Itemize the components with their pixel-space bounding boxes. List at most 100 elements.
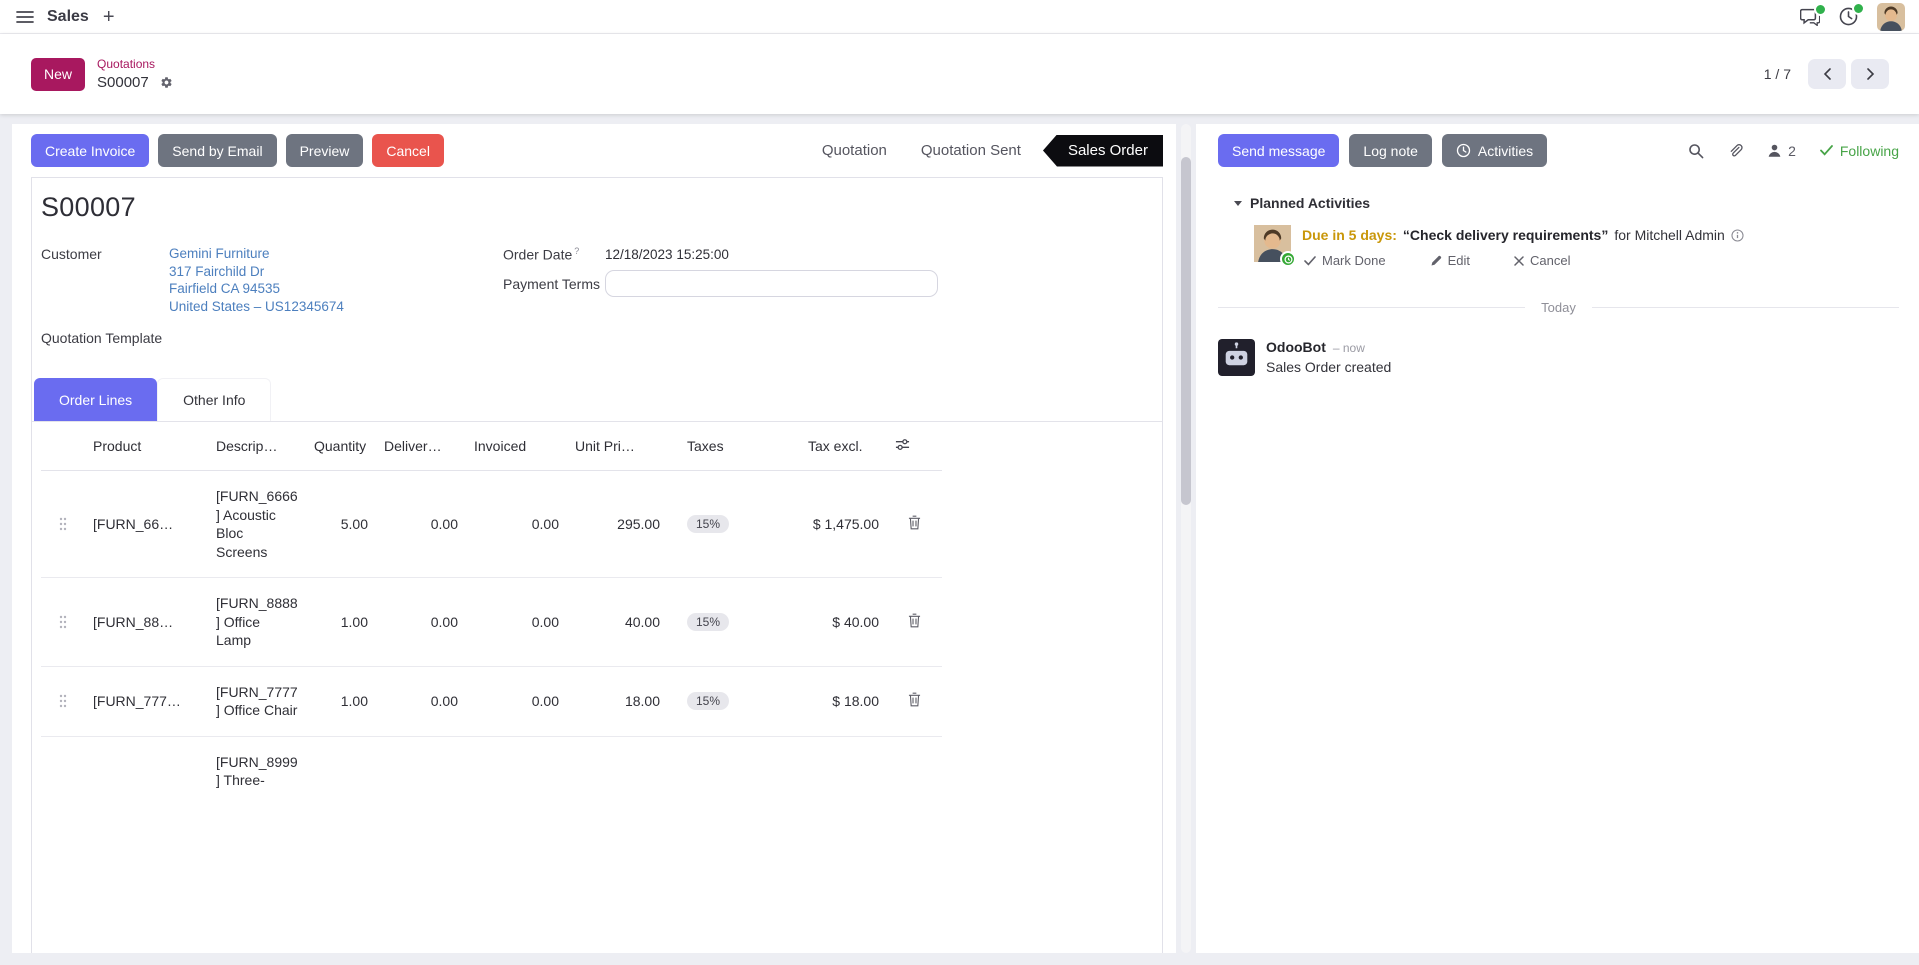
- taxes-cell[interactable]: [668, 736, 800, 953]
- drag-handle[interactable]: [41, 577, 85, 667]
- order-line-row[interactable]: [FURN_88… [FURN_8888] Office Lamp 1.00 0…: [41, 577, 942, 667]
- pager-next-button[interactable]: [1851, 59, 1889, 89]
- delivered-cell[interactable]: 0.00: [376, 470, 466, 578]
- tax-excl-cell[interactable]: [800, 736, 887, 953]
- tax-excl-cell[interactable]: $ 18.00: [800, 666, 887, 737]
- planned-activities-label: Planned Activities: [1250, 195, 1371, 211]
- quantity-column-header: Quantity: [306, 422, 376, 471]
- search-messages-button[interactable]: [1688, 143, 1704, 159]
- quotation-template-field[interactable]: [169, 329, 503, 347]
- scrollbar-thumb[interactable]: [1181, 157, 1191, 505]
- trash-icon[interactable]: [908, 613, 921, 628]
- product-cell[interactable]: [FURN_88…: [85, 577, 208, 667]
- drag-handle[interactable]: [41, 666, 85, 737]
- customer-name-link[interactable]: Gemini Furniture: [169, 246, 270, 261]
- trash-icon[interactable]: [908, 692, 921, 707]
- cancel-button[interactable]: Cancel: [372, 134, 444, 167]
- pager-value[interactable]: 1 / 7: [1763, 66, 1791, 82]
- activity-assignee-text: for Mitchell Admin: [1614, 227, 1725, 243]
- customer-street-link[interactable]: 317 Fairchild Dr: [169, 263, 265, 279]
- invoiced-cell[interactable]: 0.00: [466, 666, 567, 737]
- handle-column-header: [41, 422, 85, 471]
- customer-country-link[interactable]: United States – US12345674: [169, 298, 344, 314]
- description-cell[interactable]: [FURN_8999] Three-: [216, 753, 298, 789]
- description-cell[interactable]: [FURN_6666] Acoustic Bloc Screens: [208, 470, 306, 578]
- quantity-cell[interactable]: 1.00: [306, 577, 376, 667]
- cancel-activity-button[interactable]: Cancel: [1514, 253, 1570, 268]
- delivered-cell[interactable]: 0.00: [376, 577, 466, 667]
- send-by-email-button[interactable]: Send by Email: [158, 134, 277, 167]
- invoiced-cell[interactable]: 0.00: [466, 470, 567, 578]
- payment-terms-input[interactable]: [605, 269, 938, 297]
- planned-activities-toggle[interactable]: Planned Activities: [1234, 195, 1370, 211]
- trash-icon[interactable]: [908, 515, 921, 530]
- create-invoice-button[interactable]: Create Invoice: [31, 134, 150, 167]
- edit-activity-button[interactable]: Edit: [1430, 253, 1470, 268]
- followers-person-icon: [1767, 143, 1782, 158]
- scrollbar-track[interactable]: [1181, 124, 1191, 953]
- description-cell[interactable]: [FURN_7777] Office Chair: [208, 666, 306, 737]
- unit-price-cell[interactable]: 18.00: [567, 666, 668, 737]
- tab-order-lines[interactable]: Order Lines: [34, 378, 158, 421]
- order-date-value[interactable]: 12/18/2023 15:25:00: [605, 247, 729, 262]
- new-button[interactable]: New: [31, 57, 86, 91]
- check-icon: [1819, 145, 1833, 156]
- activities-systray-button[interactable]: [1839, 2, 1865, 26]
- new-record-plus-icon[interactable]: +: [102, 5, 115, 28]
- record-actions-button[interactable]: [158, 74, 175, 91]
- invoiced-column-header: Invoiced: [466, 422, 567, 471]
- unit-price-cell[interactable]: [567, 736, 668, 953]
- mark-done-button[interactable]: Mark Done: [1304, 253, 1386, 268]
- breadcrumb-bar: New Quotations S00007 1 / 7: [0, 34, 1919, 114]
- activity-summary-text: “Check delivery requirements”: [1402, 227, 1609, 243]
- breadcrumb-quotations-link[interactable]: Quotations: [97, 57, 156, 71]
- record-title: S00007: [41, 192, 136, 222]
- tax-excl-cell[interactable]: $ 40.00: [800, 577, 887, 667]
- quantity-cell[interactable]: 5.00: [306, 470, 376, 578]
- taxes-cell[interactable]: 15%: [668, 577, 800, 667]
- customer-city-link[interactable]: Fairfield CA 94535: [169, 281, 281, 296]
- order-line-row[interactable]: [FURN_8999] Three-: [41, 736, 942, 953]
- status-step-sales-order-active[interactable]: Sales Order: [1042, 134, 1163, 167]
- followers-button[interactable]: 2: [1767, 143, 1796, 159]
- apps-menu-button[interactable]: [14, 8, 36, 26]
- invoiced-cell[interactable]: [466, 736, 567, 953]
- pager-previous-button[interactable]: [1808, 59, 1846, 89]
- following-button[interactable]: Following: [1819, 143, 1899, 159]
- activity-details-button[interactable]: [1731, 228, 1744, 242]
- unit-price-cell[interactable]: 295.00: [567, 470, 668, 578]
- activities-button[interactable]: Activities: [1441, 134, 1548, 167]
- product-cell[interactable]: [FURN_777…: [85, 666, 208, 737]
- invoiced-cell[interactable]: 0.00: [466, 577, 567, 667]
- message-author[interactable]: OdooBot: [1266, 339, 1326, 355]
- quotation-template-label: Quotation Template: [41, 330, 163, 346]
- delivered-cell[interactable]: 0.00: [376, 666, 466, 737]
- quantity-cell[interactable]: [306, 736, 376, 953]
- tax-excl-cell[interactable]: $ 1,475.00: [800, 470, 887, 578]
- status-step-quotation-sent[interactable]: Quotation Sent: [904, 142, 1038, 159]
- send-message-button[interactable]: Send message: [1218, 134, 1340, 167]
- product-cell[interactable]: [FURN_66…: [85, 470, 208, 578]
- form-sheet: S00007 Customer Gemini Furniture 317 Fai…: [31, 177, 1163, 953]
- unit-price-cell[interactable]: 40.00: [567, 577, 668, 667]
- attach-files-button[interactable]: [1728, 143, 1743, 159]
- preview-button[interactable]: Preview: [285, 134, 364, 167]
- optional-columns-icon[interactable]: [895, 437, 910, 452]
- activities-count-badge: [1852, 2, 1865, 15]
- hamburger-icon: [16, 10, 34, 24]
- user-avatar[interactable]: [1877, 2, 1905, 31]
- tab-other-info[interactable]: Other Info: [157, 378, 272, 421]
- delivered-cell[interactable]: [376, 736, 466, 953]
- taxes-cell[interactable]: 15%: [668, 470, 800, 578]
- drag-handle[interactable]: [41, 470, 85, 578]
- description-cell[interactable]: [FURN_8888] Office Lamp: [208, 577, 306, 667]
- product-cell[interactable]: [85, 736, 208, 953]
- order-line-row[interactable]: [FURN_777… [FURN_7777] Office Chair 1.00…: [41, 666, 942, 737]
- taxes-cell[interactable]: 15%: [668, 666, 800, 737]
- order-line-row[interactable]: [FURN_66… [FURN_6666] Acoustic Bloc Scre…: [41, 470, 942, 578]
- quantity-cell[interactable]: 1.00: [306, 666, 376, 737]
- log-note-button[interactable]: Log note: [1349, 134, 1432, 167]
- app-name: Sales: [47, 7, 89, 25]
- messages-systray-button[interactable]: [1800, 2, 1827, 26]
- status-step-quotation[interactable]: Quotation: [805, 142, 904, 159]
